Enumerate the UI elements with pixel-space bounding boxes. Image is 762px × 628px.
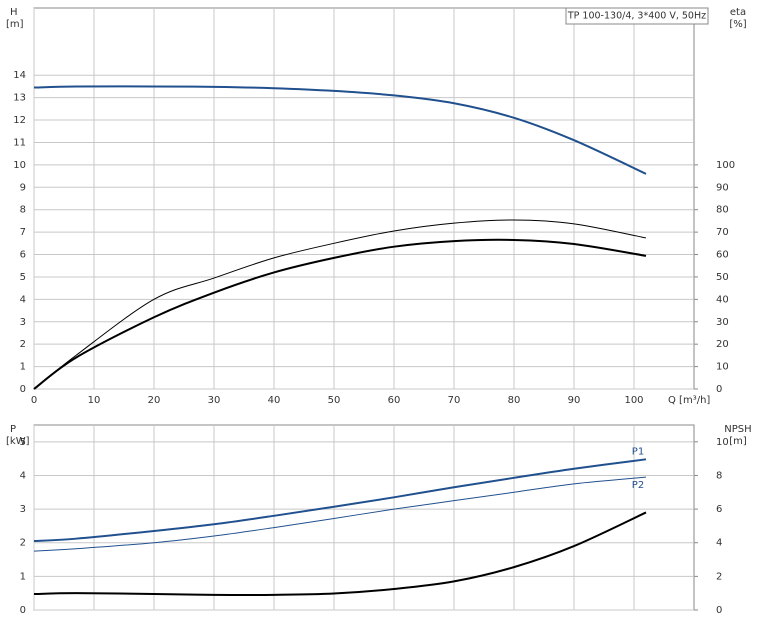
y2-tick-label: 6 xyxy=(716,504,722,515)
y2-tick-label: 8 xyxy=(716,470,722,481)
x-tick-label: 10 xyxy=(88,395,101,406)
y2-tick-label: 50 xyxy=(716,272,729,283)
series-label: P1 xyxy=(632,446,644,457)
y-tick-label: 11 xyxy=(13,137,26,148)
title-box xyxy=(565,7,709,25)
curve xyxy=(33,85,647,175)
y2-tick-label: 60 xyxy=(716,250,729,261)
y-axis-unit: [kW] xyxy=(6,436,30,447)
y2-tick-label: 100 xyxy=(716,160,735,171)
y-tick-label: 2 xyxy=(20,339,26,350)
chart-title: TP 100-130/4, 3*400 V, 50Hz xyxy=(567,11,706,22)
y-tick-label: 0 xyxy=(20,384,26,395)
y2-tick-label: 2 xyxy=(716,571,722,582)
y2-tick-label: 70 xyxy=(716,227,729,238)
y-tick-label: 13 xyxy=(13,93,26,104)
y2-tick-label: 40 xyxy=(716,294,729,305)
y-tick-label: 6 xyxy=(20,250,26,261)
curve xyxy=(33,219,647,390)
y-tick-label: 5 xyxy=(20,437,26,448)
x-tick-label: 90 xyxy=(568,395,581,406)
y-tick-label: 8 xyxy=(20,205,26,216)
y-tick-label: 3 xyxy=(20,504,26,515)
curve xyxy=(33,238,647,390)
y-axis-unit: [m] xyxy=(6,19,24,30)
y-axis-label: P xyxy=(10,424,16,435)
y2-axis-label: eta xyxy=(730,7,746,18)
plot-area xyxy=(33,424,695,611)
y-tick-label: 3 xyxy=(20,317,26,328)
y2-axis-unit: [%] xyxy=(729,19,746,30)
y-tick-label: 10 xyxy=(13,160,26,171)
y2-tick-label: 0 xyxy=(716,605,722,616)
y-tick-label: 4 xyxy=(20,470,26,481)
y-tick-label: 12 xyxy=(13,115,26,126)
y2-tick-label: 10 xyxy=(716,437,729,448)
y-tick-label: 7 xyxy=(20,227,26,238)
y2-axis-label: NPSH xyxy=(724,424,751,435)
x-tick-label: 100 xyxy=(624,395,643,406)
x-tick-label: 80 xyxy=(508,395,521,406)
curve xyxy=(33,458,647,543)
curve xyxy=(33,476,647,552)
x-tick-label: 50 xyxy=(328,395,341,406)
y2-tick-label: 80 xyxy=(716,205,729,216)
y-tick-label: 4 xyxy=(20,294,26,305)
y-axis-label: H xyxy=(10,7,18,18)
x-tick-label: 30 xyxy=(208,395,221,406)
x-tick-label: 40 xyxy=(268,395,281,406)
y-tick-label: 9 xyxy=(20,182,26,193)
x-tick-label: 70 xyxy=(448,395,461,406)
y2-tick-label: 0 xyxy=(716,384,722,395)
y2-tick-label: 20 xyxy=(716,339,729,350)
y-tick-label: 1 xyxy=(20,362,26,373)
x-axis-label: Q [m³/h] xyxy=(668,395,710,406)
curve xyxy=(33,511,647,597)
y-tick-label: 5 xyxy=(20,272,26,283)
y-tick-label: 0 xyxy=(20,605,26,616)
y-tick-label: 14 xyxy=(13,70,26,81)
plot-area xyxy=(33,7,695,390)
y2-tick-label: 10 xyxy=(716,362,729,373)
x-tick-label: 0 xyxy=(31,395,37,406)
y2-tick-label: 4 xyxy=(716,538,722,549)
y-tick-label: 2 xyxy=(20,538,26,549)
y-tick-label: 1 xyxy=(20,571,26,582)
y2-tick-label: 90 xyxy=(716,182,729,193)
x-tick-label: 20 xyxy=(148,395,161,406)
y2-axis-unit: [m] xyxy=(729,436,747,447)
y2-tick-label: 30 xyxy=(716,317,729,328)
series-label: P2 xyxy=(632,480,644,491)
x-tick-label: 60 xyxy=(388,395,401,406)
